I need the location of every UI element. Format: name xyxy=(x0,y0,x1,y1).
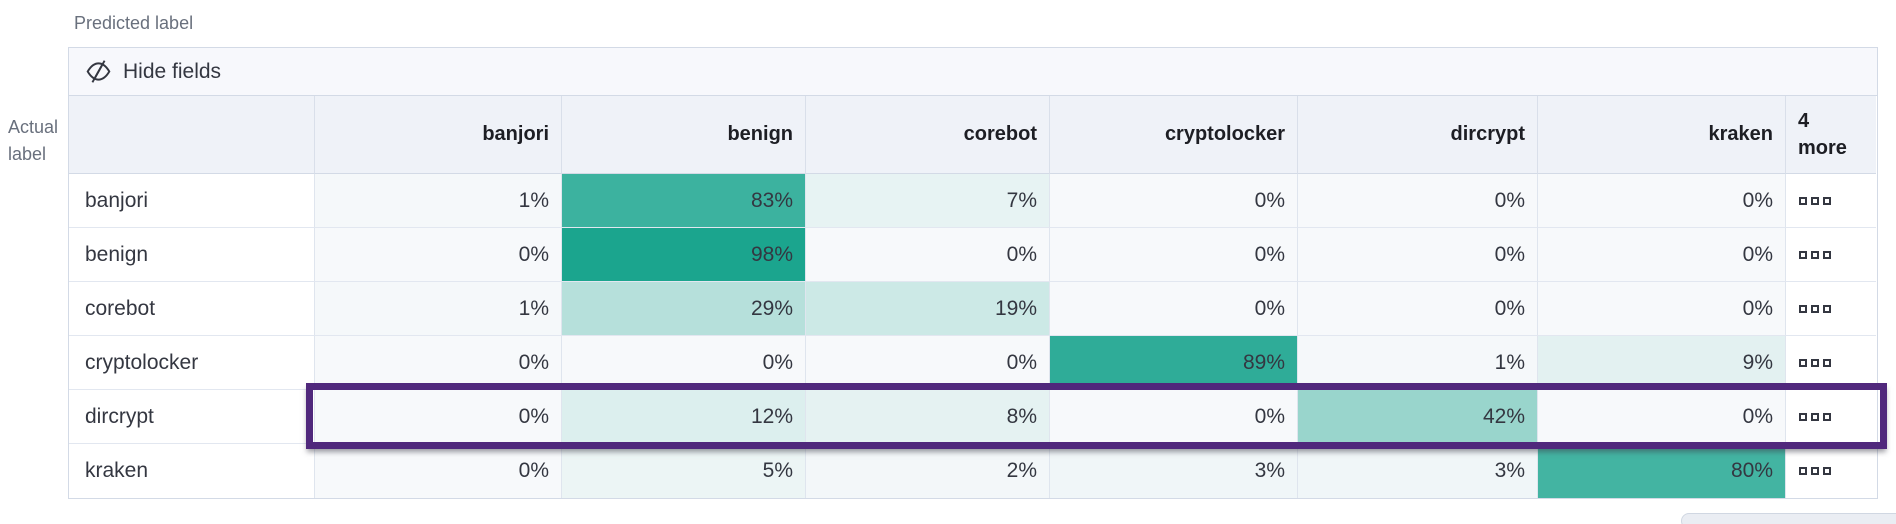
more-columns-cell[interactable] xyxy=(1786,390,1876,444)
matrix-cell[interactable]: 0% xyxy=(1538,282,1786,336)
matrix-cell[interactable]: 2% xyxy=(806,444,1050,498)
row-label-benign[interactable]: benign xyxy=(69,228,315,282)
confusion-matrix-table: Hide fields banjori benign corebot crypt… xyxy=(68,47,1878,499)
row-label-banjori[interactable]: banjori xyxy=(69,174,315,228)
column-header-banjori[interactable]: banjori xyxy=(315,96,562,174)
matrix-cell[interactable]: 0% xyxy=(1538,174,1786,228)
row-label-dircrypt[interactable]: dircrypt xyxy=(69,390,315,444)
actual-label-axis: Actual label xyxy=(8,114,58,168)
matrix-cell[interactable]: 19% xyxy=(806,282,1050,336)
row-label-cryptolocker[interactable]: cryptolocker xyxy=(69,336,315,390)
matrix-cell[interactable]: 1% xyxy=(315,282,562,336)
matrix-cell[interactable]: 83% xyxy=(562,174,806,228)
confusion-matrix-grid: banjori benign corebot cryptolocker dirc… xyxy=(69,96,1877,498)
predicted-label-axis: Predicted label xyxy=(74,13,194,33)
more-word: more xyxy=(1798,137,1847,159)
eye-closed-icon xyxy=(85,58,112,85)
matrix-cell[interactable]: 5% xyxy=(562,444,806,498)
matrix-cell[interactable]: 7% xyxy=(806,174,1050,228)
column-header-dircrypt[interactable]: dircrypt xyxy=(1298,96,1538,174)
matrix-cell[interactable]: 0% xyxy=(315,390,562,444)
column-header-benign[interactable]: benign xyxy=(562,96,806,174)
actual-label-line2: label xyxy=(8,144,47,164)
matrix-cell[interactable]: 0% xyxy=(1050,282,1298,336)
matrix-cell[interactable]: 0% xyxy=(1298,174,1538,228)
matrix-cell[interactable]: 29% xyxy=(562,282,806,336)
matrix-cell[interactable]: 0% xyxy=(1050,174,1298,228)
matrix-cell[interactable]: 0% xyxy=(806,336,1050,390)
more-columns-cell[interactable] xyxy=(1786,174,1876,228)
column-header-4-more[interactable]: 4 more xyxy=(1786,96,1876,174)
grid-toolbar: Hide fields xyxy=(69,48,1877,96)
matrix-cell[interactable]: 98% xyxy=(562,228,806,282)
actual-label-line1: Actual xyxy=(8,117,59,137)
column-header-corebot[interactable]: corebot xyxy=(806,96,1050,174)
matrix-cell[interactable]: 0% xyxy=(1298,228,1538,282)
column-header-cryptolocker[interactable]: cryptolocker xyxy=(1050,96,1298,174)
more-count: 4 xyxy=(1798,110,1810,132)
row-label-kraken[interactable]: kraken xyxy=(69,444,315,498)
matrix-cell[interactable]: 12% xyxy=(562,390,806,444)
matrix-cell[interactable]: 0% xyxy=(562,336,806,390)
matrix-cell[interactable]: 1% xyxy=(315,174,562,228)
matrix-cell[interactable]: 0% xyxy=(1538,390,1786,444)
matrix-cell[interactable]: 0% xyxy=(1050,228,1298,282)
matrix-cell[interactable]: 1% xyxy=(1298,336,1538,390)
matrix-cell[interactable]: 0% xyxy=(1538,228,1786,282)
boxes-horizontal-icon xyxy=(1799,196,1807,205)
boxes-horizontal-icon xyxy=(1799,412,1807,421)
matrix-cell[interactable]: 3% xyxy=(1050,444,1298,498)
matrix-cell[interactable]: 8% xyxy=(806,390,1050,444)
more-columns-cell[interactable] xyxy=(1786,336,1876,390)
row-label-corebot[interactable]: corebot xyxy=(69,282,315,336)
matrix-cell[interactable]: 3% xyxy=(1298,444,1538,498)
matrix-cell[interactable]: 89% xyxy=(1050,336,1298,390)
matrix-cell[interactable]: 0% xyxy=(315,228,562,282)
matrix-cell[interactable]: 9% xyxy=(1538,336,1786,390)
more-columns-cell[interactable] xyxy=(1786,228,1876,282)
boxes-horizontal-icon xyxy=(1799,358,1807,367)
more-columns-cell[interactable] xyxy=(1786,282,1876,336)
boxes-horizontal-icon xyxy=(1799,304,1807,313)
more-columns-cell[interactable] xyxy=(1786,444,1876,498)
matrix-cell[interactable]: 80% xyxy=(1538,444,1786,498)
matrix-cell[interactable]: 0% xyxy=(806,228,1050,282)
boxes-horizontal-icon xyxy=(1799,467,1807,475)
boxes-horizontal-icon xyxy=(1799,250,1807,259)
matrix-cell[interactable]: 42% xyxy=(1298,390,1538,444)
matrix-cell[interactable]: 0% xyxy=(315,444,562,498)
corner-header-cell xyxy=(69,96,315,174)
matrix-cell[interactable]: 0% xyxy=(315,336,562,390)
hide-fields-button[interactable]: Hide fields xyxy=(85,58,221,85)
hide-fields-label: Hide fields xyxy=(123,59,222,83)
matrix-cell[interactable]: 0% xyxy=(1298,282,1538,336)
matrix-cell[interactable]: 0% xyxy=(1050,390,1298,444)
horizontal-scrollbar-thumb[interactable] xyxy=(1681,513,1896,524)
column-header-kraken[interactable]: kraken xyxy=(1538,96,1786,174)
